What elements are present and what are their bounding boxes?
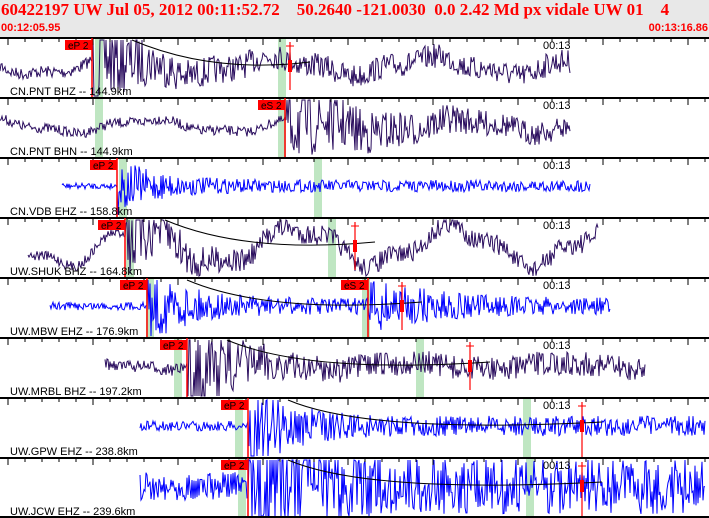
coda-curve — [186, 279, 423, 306]
waveform — [49, 279, 611, 337]
time-mark-label: 00:13 — [543, 220, 571, 232]
event-title: 60422197 UW Jul 05, 2012 00:11:52.72 50.… — [1, 0, 670, 19]
waveform — [139, 399, 706, 457]
waveform — [27, 218, 599, 278]
coda-curve — [131, 39, 311, 66]
time-mark-label: 00:13 — [543, 160, 571, 172]
start-time: 00:12:05.95 — [1, 22, 61, 34]
waveform — [139, 459, 706, 517]
pick-flag — [65, 40, 92, 50]
pick-flag — [160, 340, 187, 350]
amplitude-marker — [288, 60, 292, 72]
trace-panel[interactable]: 00:13 eP 2 UW.MRBL BHZ -- 197.2km — [0, 337, 709, 398]
waveform — [0, 39, 571, 97]
time-mark-label: 00:13 — [543, 40, 571, 52]
channel-label: UW.GPW EHZ -- 238.8km — [10, 446, 138, 458]
channel-label: UW.SHUK BHZ -- 164.8km — [10, 266, 142, 278]
pick-flag — [221, 460, 248, 470]
time-mark-label: 00:13 — [543, 460, 571, 472]
amplitude-marker — [468, 360, 472, 372]
coda-curve — [287, 459, 603, 486]
pick-window — [328, 218, 336, 278]
trace-panel[interactable]: 00:13 eS 2 CN.PNT BHN -- 144.9km — [0, 97, 709, 158]
pick-label: eS 2 — [344, 281, 365, 292]
amplitude-marker — [580, 420, 584, 432]
pick-window — [174, 338, 182, 398]
time-mark-label: 00:13 — [543, 280, 571, 292]
channel-label: UW.MBW EHZ -- 176.9km — [10, 326, 138, 338]
pick-label: eP 2 — [68, 41, 89, 52]
coda-curve — [287, 399, 603, 426]
waveform — [61, 165, 591, 215]
pick-flag — [258, 100, 285, 110]
time-mark-label: 00:13 — [543, 100, 571, 112]
trace-panel[interactable]: 00:13 eP 2 UW.SHUK BHZ -- 164.8km — [0, 217, 709, 278]
pick-flag — [98, 220, 125, 230]
pick-label: eP 2 — [123, 281, 144, 292]
pick-window — [278, 38, 286, 98]
trace-panel[interactable]: 00:13 eP 2 UW.GPW EHZ -- 238.8km — [0, 397, 709, 458]
pick-label: eP 2 — [224, 461, 245, 472]
channel-label: UW.MRBL BHZ -- 197.2km — [10, 386, 142, 398]
channel-label: CN.PNT BHZ -- 144.9km — [10, 86, 131, 98]
time-mark-label: 00:13 — [543, 340, 571, 352]
trace-panel[interactable]: 00:13 eP 2 CN.PNT BHZ -- 144.9km — [0, 37, 709, 98]
pick-flag — [120, 280, 147, 290]
pick-window — [278, 98, 286, 158]
event-header: 60422197 UW Jul 05, 2012 00:11:52.72 50.… — [0, 0, 709, 38]
pick-window — [235, 398, 243, 458]
pick-window — [362, 278, 370, 338]
pick-flag — [221, 400, 248, 410]
time-mark-label: 00:13 — [543, 400, 571, 412]
pick-label: eP 2 — [101, 221, 122, 232]
pick-flag — [341, 280, 368, 290]
trace-panel[interactable]: 00:13 eP 2 eS 2 UW.MBW EHZ -- 176.9km — [0, 277, 709, 338]
trace-panel[interactable]: 00:13 eP 2 CN.VDB EHZ -- 158.8km — [0, 157, 709, 218]
pick-label: eP 2 — [224, 401, 245, 412]
end-time: 00:13:16.86 — [648, 22, 708, 34]
waveform — [104, 339, 646, 397]
trace-panel[interactable]: 00:13 eP 2 UW.JCW EHZ -- 239.6km — [0, 457, 709, 518]
pick-flag — [90, 160, 117, 170]
pick-label: eS 2 — [261, 101, 282, 112]
coda-curve — [226, 339, 491, 366]
channel-label: CN.VDB EHZ -- 158.8km — [10, 206, 132, 218]
pick-window — [416, 338, 424, 398]
pick-label: eP 2 — [93, 161, 114, 172]
amplitude-marker — [353, 240, 357, 252]
pick-label: eP 2 — [163, 341, 184, 352]
amplitude-marker — [580, 480, 584, 492]
channel-label: UW.JCW EHZ -- 239.6km — [10, 506, 135, 518]
amplitude-marker — [400, 300, 404, 312]
pick-window — [238, 458, 246, 518]
coda-curve — [164, 219, 376, 246]
channel-label: CN.PNT BHN -- 144.9km — [10, 146, 133, 158]
